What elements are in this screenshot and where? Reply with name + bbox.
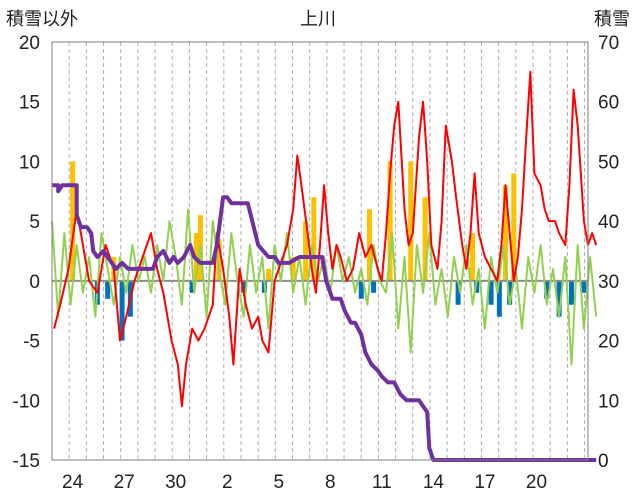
- x-tick-label: 5: [273, 472, 284, 493]
- precip-bar: [569, 280, 575, 305]
- precip-bar: [241, 280, 247, 293]
- precip-bar: [455, 280, 461, 305]
- left-axis-title: 積雪以外: [6, 9, 78, 29]
- precip-bar: [474, 280, 480, 293]
- left-tick-label: 0: [29, 272, 40, 293]
- precip-bar: [556, 280, 562, 317]
- precip-bar: [105, 280, 111, 299]
- x-tick-label: 27: [114, 472, 135, 493]
- right-tick-label: 60: [598, 93, 619, 114]
- left-tick-label: -15: [13, 451, 40, 472]
- precip-bar: [311, 197, 317, 281]
- precip-bar: [358, 280, 364, 299]
- x-tick-label: 14: [423, 472, 445, 493]
- precip-bar: [290, 256, 296, 281]
- y-axis-labels: -15 -10 -5 0 5 10 15 20 0 10 20 30 40 50 60 70: [13, 33, 620, 472]
- right-axis-title: 積雪: [594, 9, 630, 29]
- series-lines: [51, 70, 598, 462]
- left-tick-label: 20: [19, 33, 40, 54]
- plot-frame: [51, 41, 589, 461]
- precip-bar: [119, 280, 125, 341]
- precip-bar: [265, 268, 271, 281]
- precip-bar: [503, 185, 509, 281]
- precip-bar: [371, 280, 377, 293]
- precip-bar: [422, 197, 428, 281]
- right-tick-label: 70: [598, 33, 619, 54]
- precip-bar: [387, 161, 393, 281]
- precip-bar: [496, 280, 502, 317]
- left-tick-label: -10: [13, 391, 40, 412]
- precip-bar: [544, 280, 550, 299]
- right-tick-label: 40: [598, 212, 619, 233]
- right-tick-label: 20: [598, 332, 619, 353]
- x-tick-label: 17: [474, 472, 495, 493]
- x-tick-label: 20: [526, 472, 547, 493]
- right-tick-label: 30: [598, 272, 619, 293]
- x-tick-label: 2: [222, 472, 233, 493]
- precip-bar: [470, 233, 476, 281]
- left-tick-label: 10: [19, 152, 40, 173]
- precip-bar: [488, 280, 494, 305]
- left-tick-label: -5: [23, 332, 40, 353]
- x-tick-label: 24: [62, 472, 84, 493]
- precip-bar: [70, 161, 76, 281]
- right-tick-label: 10: [598, 391, 619, 412]
- precip-bar: [511, 173, 517, 281]
- chart-title: 上川: [300, 9, 336, 29]
- right-tick-label: 0: [598, 451, 609, 472]
- precip-bars: [70, 161, 587, 341]
- left-tick-label: 5: [29, 212, 40, 233]
- x-tick-label: 30: [165, 472, 186, 493]
- x-tick-label: 8: [325, 472, 336, 493]
- precip-bar: [189, 280, 195, 293]
- snow-depth-line: [52, 183, 597, 462]
- precip-bar: [581, 280, 587, 293]
- right-tick-label: 50: [598, 152, 619, 173]
- x-tick-label: 11: [372, 472, 392, 493]
- x-axis-ticks: 24 27 30 2 5 8 11 14 17 20: [62, 472, 547, 493]
- precip-bar: [216, 239, 222, 281]
- precip-bar: [408, 161, 414, 281]
- precip-bar: [507, 280, 513, 305]
- temp-max-line: [53, 70, 598, 408]
- left-tick-label: 15: [19, 93, 40, 114]
- precip-bar: [366, 209, 372, 281]
- precip-bar: [303, 221, 309, 281]
